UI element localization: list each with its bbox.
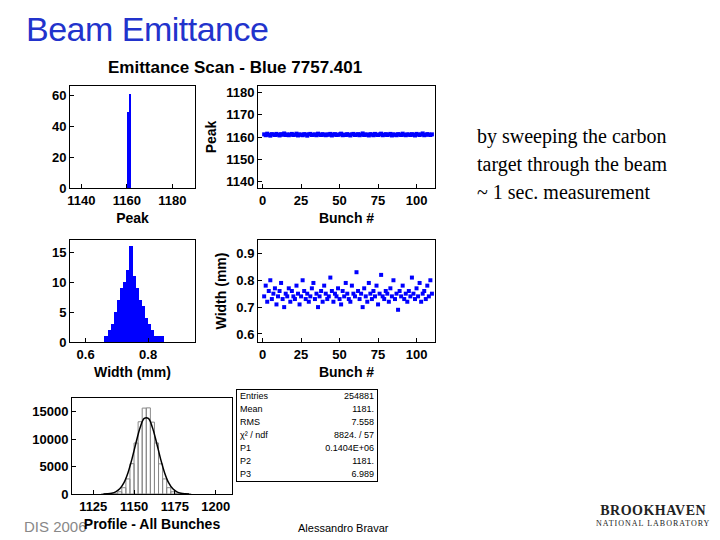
svg-text:50: 50 bbox=[332, 347, 346, 362]
svg-text:1150: 1150 bbox=[120, 499, 148, 514]
svg-text:1180: 1180 bbox=[226, 85, 254, 100]
html-text:Emittance Scan - Blue 7757.401: Emittance Scan - Blue 7757.401 bbox=[108, 58, 363, 77]
svg-text:Width (mm): Width (mm) bbox=[94, 364, 171, 380]
html-text:254881: 254881 bbox=[344, 391, 374, 401]
svg-text:0: 0 bbox=[259, 347, 266, 362]
html-text:1181.: 1181. bbox=[352, 456, 374, 466]
svg-text:Width (mm): Width (mm) bbox=[213, 253, 229, 330]
svg-text:20: 20 bbox=[52, 150, 66, 165]
html-text:P1: P1 bbox=[240, 443, 251, 453]
svg-text:60: 60 bbox=[52, 88, 66, 103]
svg-text:Peak: Peak bbox=[203, 120, 219, 153]
html-text:P3: P3 bbox=[240, 469, 251, 479]
html-text:DIS 2006: DIS 2006 bbox=[24, 518, 87, 535]
svg-text:100: 100 bbox=[406, 347, 428, 362]
svg-text:75: 75 bbox=[371, 347, 385, 362]
svg-text:1170: 1170 bbox=[226, 107, 254, 122]
svg-text:1175: 1175 bbox=[161, 499, 189, 514]
html-text:~ 1 sec. measurement: ~ 1 sec. measurement bbox=[477, 181, 650, 203]
svg-text:0.9: 0.9 bbox=[236, 246, 254, 261]
svg-text:50: 50 bbox=[332, 193, 346, 208]
svg-text:1160: 1160 bbox=[226, 130, 254, 145]
svg-text:1150: 1150 bbox=[226, 152, 254, 167]
svg-text:Bunch #: Bunch # bbox=[319, 210, 374, 226]
svg-text:75: 75 bbox=[371, 193, 385, 208]
html-text:1181.: 1181. bbox=[352, 404, 374, 414]
svg-text:0.6: 0.6 bbox=[236, 327, 254, 342]
svg-text:40: 40 bbox=[52, 119, 66, 134]
html-text:BROOKHAVEN: BROOKHAVEN bbox=[600, 503, 707, 518]
svg-text:0: 0 bbox=[61, 487, 68, 502]
html-text:Alessandro Bravar: Alessandro Bravar bbox=[298, 522, 389, 534]
html-text:by sweeping the carbon: by sweeping the carbon bbox=[477, 125, 667, 147]
html-text:7.558: 7.558 bbox=[351, 417, 374, 427]
svg-text:Profile - All Bunches: Profile - All Bunches bbox=[84, 516, 221, 532]
svg-text:0: 0 bbox=[259, 193, 266, 208]
svg-text:0: 0 bbox=[59, 335, 66, 350]
html-text:8824. / 57: 8824. / 57 bbox=[334, 430, 374, 440]
html-text:Beam Emittance: Beam Emittance bbox=[26, 10, 269, 48]
svg-text:5: 5 bbox=[59, 305, 66, 320]
svg-text:1180: 1180 bbox=[158, 193, 186, 208]
html-text:target through the beam: target through the beam bbox=[477, 153, 668, 175]
svg-text:10000: 10000 bbox=[32, 432, 68, 447]
svg-text:Bunch #: Bunch # bbox=[319, 364, 374, 380]
svg-text:Peak: Peak bbox=[116, 210, 149, 226]
svg-text:1200: 1200 bbox=[201, 499, 230, 514]
svg-text:100: 100 bbox=[406, 193, 428, 208]
svg-text:1140: 1140 bbox=[67, 193, 95, 208]
svg-text:15: 15 bbox=[52, 245, 66, 260]
svg-text:15000: 15000 bbox=[32, 404, 68, 419]
svg-text:0.6: 0.6 bbox=[77, 347, 95, 362]
svg-text:0.7: 0.7 bbox=[236, 300, 254, 315]
html-text:P2: P2 bbox=[240, 456, 251, 466]
svg-text:5000: 5000 bbox=[39, 459, 68, 474]
svg-text:1125: 1125 bbox=[79, 499, 107, 514]
svg-text:0: 0 bbox=[59, 181, 66, 196]
svg-text:1140: 1140 bbox=[226, 174, 254, 189]
svg-text:0.8: 0.8 bbox=[139, 347, 157, 362]
html-text:Entries: Entries bbox=[240, 391, 268, 401]
svg-text:25: 25 bbox=[294, 193, 308, 208]
html-text:NATIONAL LABORATORY: NATIONAL LABORATORY bbox=[596, 519, 711, 528]
svg-text:10: 10 bbox=[52, 275, 66, 290]
html-text:χ² / ndf: χ² / ndf bbox=[240, 430, 268, 440]
html-text:6.989: 6.989 bbox=[351, 469, 374, 479]
svg-text:0.8: 0.8 bbox=[236, 273, 254, 288]
svg-text:25: 25 bbox=[294, 347, 308, 362]
html-text:Mean: Mean bbox=[240, 404, 263, 414]
svg-text:1160: 1160 bbox=[113, 193, 141, 208]
html-text:RMS: RMS bbox=[240, 417, 260, 427]
html-text:0.1404E+06: 0.1404E+06 bbox=[325, 443, 374, 453]
